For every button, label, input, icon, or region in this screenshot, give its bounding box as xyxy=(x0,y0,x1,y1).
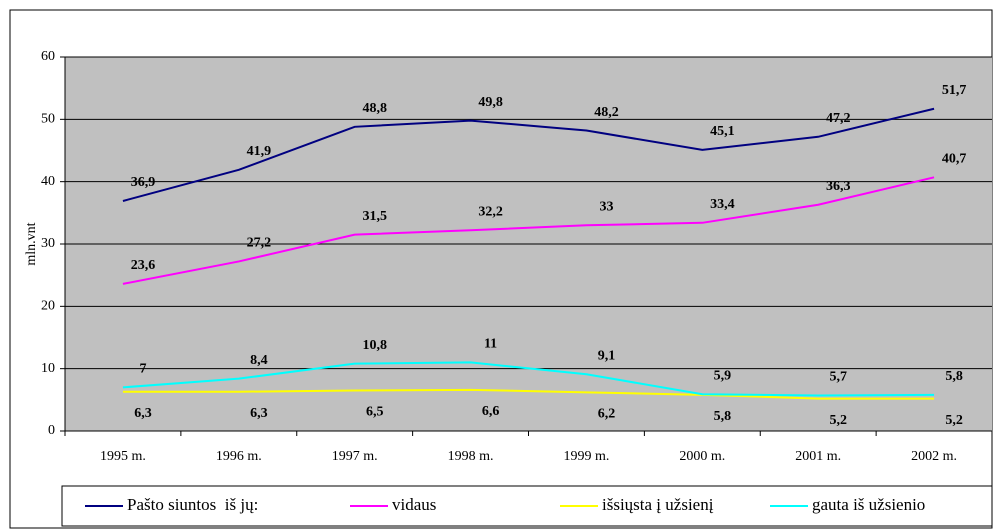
data-label: 8,4 xyxy=(250,353,268,368)
data-label: 49,8 xyxy=(478,95,503,110)
data-label: 7 xyxy=(139,362,146,377)
data-label: 5,2 xyxy=(829,413,847,428)
data-label: 11 xyxy=(484,337,497,352)
data-label: 6,5 xyxy=(366,405,384,420)
data-label: 23,6 xyxy=(131,258,156,273)
data-label: 33 xyxy=(599,200,613,215)
y-tick-label: 10 xyxy=(41,361,55,376)
data-label: 31,5 xyxy=(362,209,387,224)
x-tick-label: 1999 m. xyxy=(563,449,609,464)
data-label: 40,7 xyxy=(942,152,967,167)
x-tick-label: 1997 m. xyxy=(332,449,378,464)
data-label: 6,3 xyxy=(250,406,268,421)
data-label: 48,8 xyxy=(362,101,387,116)
x-tick-label: 1996 m. xyxy=(216,449,262,464)
series-line xyxy=(122,388,935,400)
x-tick-label: 2002 m. xyxy=(911,449,957,464)
y-tick-label: 20 xyxy=(41,299,55,314)
data-label: 5,9 xyxy=(714,368,732,383)
x-tick-label: 1995 m. xyxy=(100,449,146,464)
data-label: 5,8 xyxy=(714,409,732,424)
data-label: 36,3 xyxy=(826,179,851,194)
data-label: 47,2 xyxy=(826,111,851,126)
y-tick-label: 60 xyxy=(41,49,55,64)
data-label: 45,1 xyxy=(710,124,735,139)
data-label: 6,3 xyxy=(134,406,152,421)
data-label: 32,2 xyxy=(478,205,503,220)
data-label: 5,2 xyxy=(945,413,963,428)
legend-box xyxy=(61,485,993,527)
series-line xyxy=(122,176,935,285)
y-tick-label: 50 xyxy=(41,112,55,127)
data-label: 5,8 xyxy=(945,369,963,384)
data-label: 27,2 xyxy=(247,236,272,251)
legend-label: vidaus xyxy=(392,495,436,514)
data-label: 9,1 xyxy=(598,348,616,363)
y-axis-label: mln.vnt xyxy=(24,222,39,265)
y-tick-label: 40 xyxy=(41,174,55,189)
data-label: 51,7 xyxy=(942,83,967,98)
legend-label: Pašto siuntos iš jų: xyxy=(127,495,258,514)
data-label: 48,2 xyxy=(594,105,619,120)
series-line xyxy=(122,107,935,202)
x-tick-label: 2000 m. xyxy=(679,449,725,464)
data-label: 6,2 xyxy=(598,407,616,422)
data-label: 10,8 xyxy=(362,338,387,353)
data-label: 41,9 xyxy=(247,144,272,159)
series-line xyxy=(122,361,935,397)
data-label: 5,7 xyxy=(829,370,847,385)
y-tick-label: 30 xyxy=(41,236,55,251)
data-label: 36,9 xyxy=(131,175,156,190)
data-label: 6,6 xyxy=(482,404,500,419)
legend-label: gauta iš užsienio xyxy=(812,495,925,514)
y-tick-label: 0 xyxy=(48,423,55,438)
data-label: 33,4 xyxy=(710,197,735,212)
legend-label: išsiųsta į užsienį xyxy=(602,495,714,514)
x-tick-label: 2001 m. xyxy=(795,449,841,464)
x-tick-label: 1998 m. xyxy=(448,449,494,464)
